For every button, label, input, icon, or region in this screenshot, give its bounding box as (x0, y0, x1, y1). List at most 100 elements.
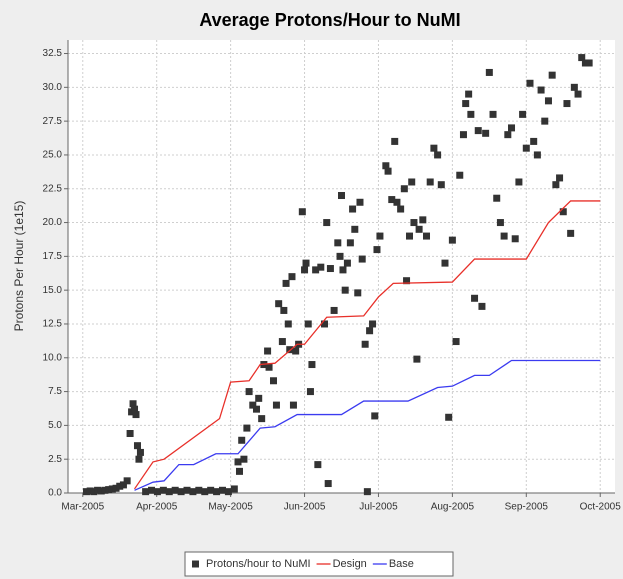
scatter-point (544, 97, 552, 105)
scatter-point (133, 442, 141, 450)
scatter-point (419, 216, 427, 224)
scatter-point (224, 488, 232, 496)
scatter-point (459, 131, 467, 139)
legend-label: Base (389, 558, 414, 570)
scatter-point (288, 273, 296, 281)
scatter-point (430, 144, 438, 152)
y-tick-label: 22.5 (43, 183, 63, 194)
scatter-point (148, 486, 156, 494)
scatter-point (165, 488, 173, 496)
scatter-point (301, 266, 309, 274)
scatter-point (255, 394, 263, 402)
scatter-point (334, 239, 342, 247)
scatter-point (238, 436, 246, 444)
scatter-point (177, 488, 185, 496)
scatter-point (94, 486, 102, 494)
scatter-point (235, 467, 243, 475)
scatter-point (496, 219, 504, 227)
scatter-point (548, 71, 556, 79)
scatter-point (282, 279, 290, 287)
x-tick-label: Mar-2005 (61, 502, 104, 513)
scatter-point (105, 486, 113, 494)
y-tick-label: 17.5 (43, 251, 63, 262)
y-tick-label: 30.0 (43, 82, 63, 93)
scatter-point (574, 90, 582, 98)
scatter-point (240, 455, 248, 463)
scatter-point (415, 225, 423, 233)
scatter-point (317, 263, 325, 271)
y-tick-label: 5.0 (48, 420, 62, 431)
scatter-point (298, 208, 306, 216)
scatter-point (471, 294, 479, 302)
scatter-point (467, 110, 475, 118)
scatter-point (581, 59, 589, 67)
scatter-point (101, 486, 109, 494)
scatter-point (393, 198, 401, 206)
x-tick-label: May-2005 (208, 502, 253, 513)
scatter-point (230, 485, 238, 493)
scatter-point (373, 246, 381, 254)
scatter-point (474, 127, 482, 135)
scatter-point (559, 208, 567, 216)
scatter-point (129, 400, 137, 408)
scatter-point (533, 151, 541, 159)
legend-marker (192, 560, 199, 568)
y-tick-label: 10.0 (43, 352, 63, 363)
x-tick-label: Oct-2005 (580, 502, 622, 513)
scatter-point (413, 355, 421, 363)
scatter-point (306, 388, 314, 396)
scatter-point (371, 412, 379, 420)
scatter-point (207, 486, 215, 494)
scatter-point (489, 110, 497, 118)
scatter-point (541, 117, 549, 125)
scatter-point (351, 225, 359, 233)
y-tick-label: 0.0 (48, 488, 62, 499)
line-series (133, 200, 601, 490)
scatter-point (289, 401, 297, 409)
scatter-point (437, 181, 445, 189)
line-series (134, 359, 601, 491)
scatter-point (324, 480, 332, 488)
scatter-point (406, 232, 414, 240)
scatter-point (131, 405, 139, 413)
scatter-point (511, 235, 519, 243)
y-tick-label: 27.5 (43, 116, 63, 127)
y-tick-label: 7.5 (48, 386, 62, 397)
scatter-point (397, 205, 405, 213)
scatter-point (493, 194, 501, 202)
scatter-point (445, 413, 453, 421)
scatter-point (552, 181, 560, 189)
scatter-point (388, 196, 396, 204)
scatter-point (278, 338, 286, 346)
scatter-point (245, 388, 253, 396)
scatter-point (320, 320, 328, 328)
scatter-point (423, 232, 431, 240)
scatter-point (119, 481, 127, 489)
y-tick-label: 32.5 (43, 48, 63, 59)
scatter-point (135, 455, 143, 463)
scatter-point (136, 448, 144, 456)
scatter-point (132, 411, 140, 419)
scatter-point (189, 488, 197, 496)
scatter-point (382, 162, 390, 170)
scatter-point (183, 486, 191, 494)
scatter-point (366, 327, 374, 335)
legend-label: Protons/hour to NuMI (206, 558, 311, 570)
scatter-point (269, 377, 277, 385)
scatter-point (448, 236, 456, 244)
scatter-point (346, 239, 354, 247)
scatter-point (338, 192, 345, 200)
scatter-point (519, 110, 527, 118)
scatter-point (482, 129, 490, 137)
scatter-point (126, 430, 134, 438)
scatter-point (123, 477, 131, 485)
scatter-point (356, 198, 364, 206)
scatter-point (286, 346, 294, 354)
scatter-point (410, 219, 418, 227)
y-tick-label: 2.5 (48, 454, 62, 465)
scatter-point (284, 320, 292, 328)
scatter-point (376, 232, 384, 240)
scatter-point (97, 487, 105, 495)
scatter-point (218, 486, 226, 494)
